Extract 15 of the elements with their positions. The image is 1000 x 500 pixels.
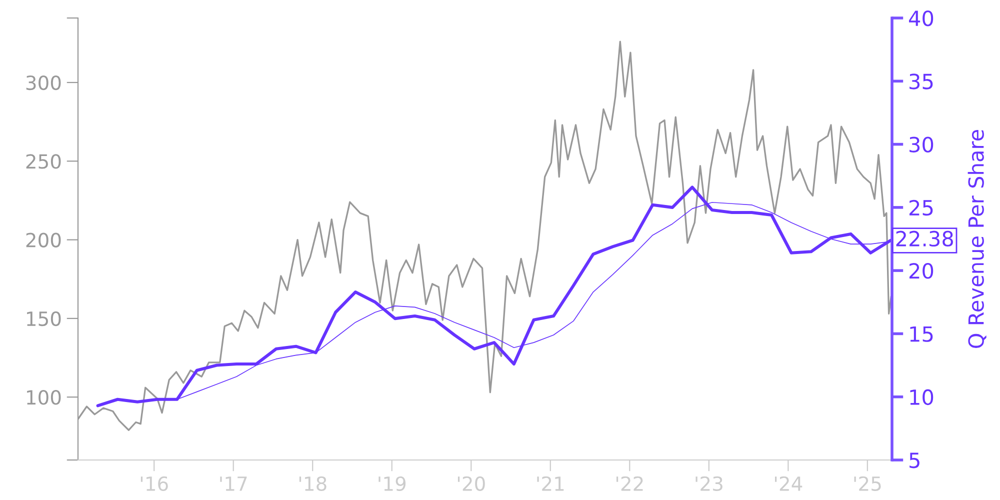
y2-tick-label: 10 bbox=[910, 389, 934, 406]
y-tick-label: 250 bbox=[26, 154, 61, 169]
y-tick-label: 100 bbox=[27, 390, 61, 405]
y2-tick-label: 5 bbox=[910, 452, 920, 468]
y2-tick-label: 20 bbox=[910, 263, 934, 279]
data-label: 22.38 bbox=[896, 230, 953, 247]
y2-tick-label: 25 bbox=[910, 200, 933, 216]
y2-axis-title: Q Revenue Per Share bbox=[968, 130, 986, 348]
y2-tick-label: 15 bbox=[910, 326, 933, 342]
y-tick-label: 200 bbox=[26, 232, 61, 248]
y2-tick-label: 30 bbox=[910, 136, 934, 152]
y2-tick-label: 35 bbox=[910, 74, 933, 90]
y-tick-label: 150 bbox=[27, 311, 61, 326]
y-tick-label: 300 bbox=[26, 75, 61, 90]
y2-tick-label: 40 bbox=[908, 10, 934, 26]
